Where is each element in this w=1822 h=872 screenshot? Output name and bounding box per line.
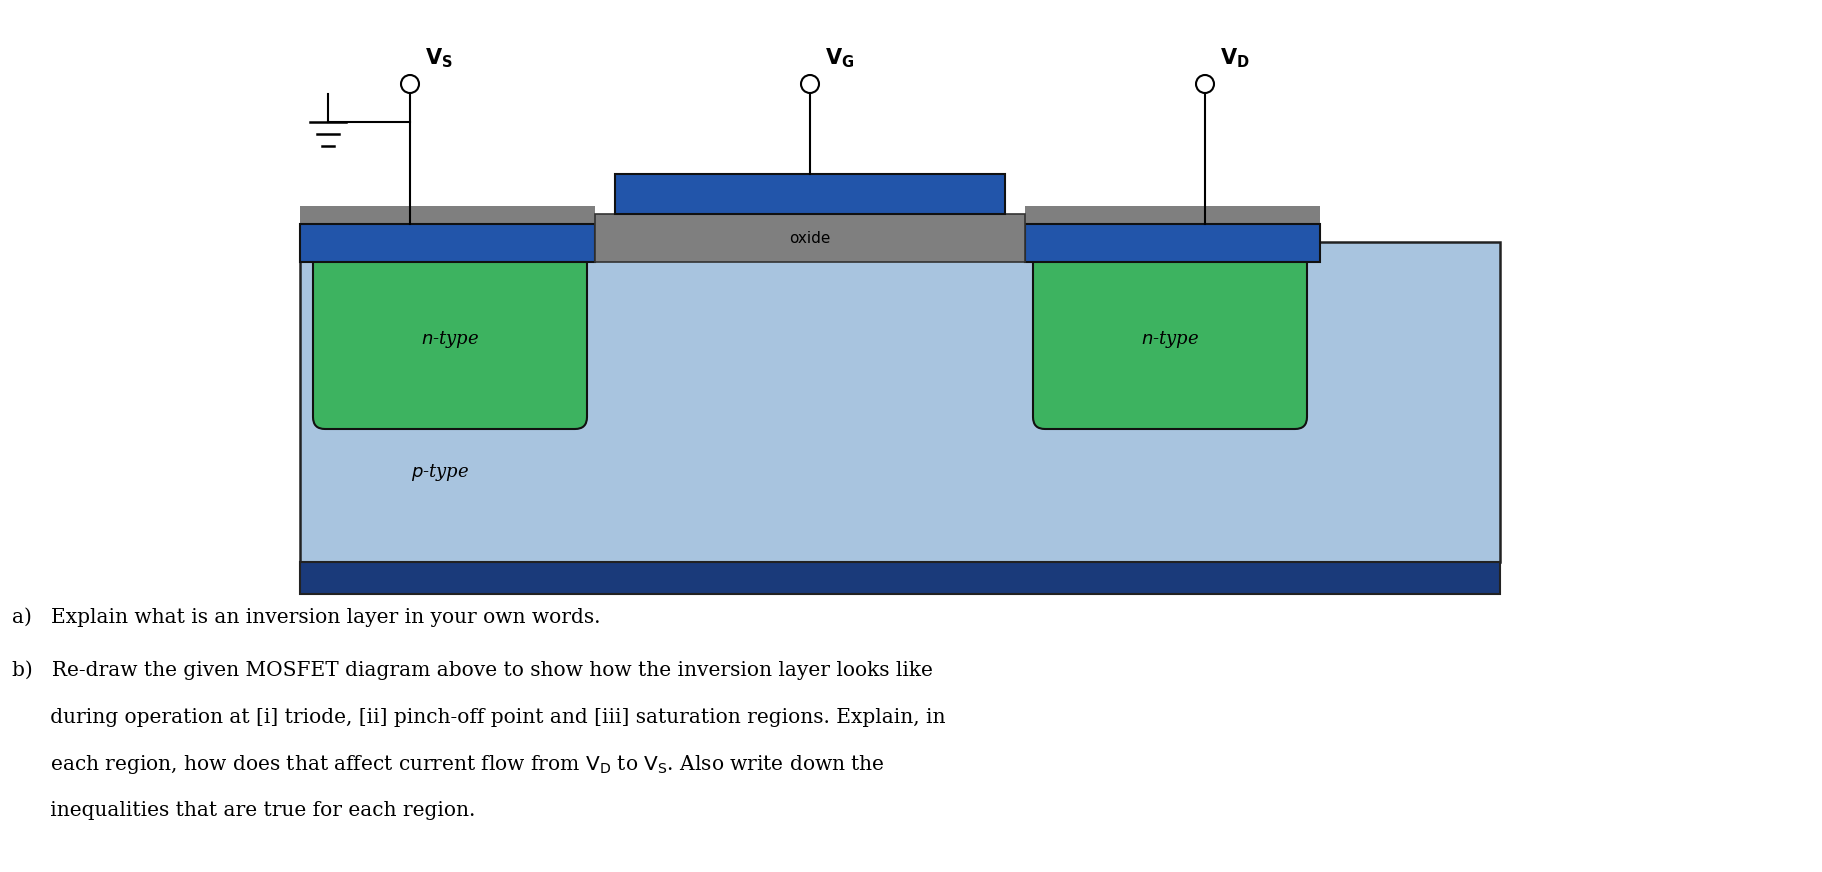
FancyBboxPatch shape <box>313 250 587 429</box>
Text: oxide: oxide <box>789 230 831 246</box>
Text: b)   Re-draw the given MOSFET diagram above to show how the inversion layer look: b) Re-draw the given MOSFET diagram abov… <box>13 660 933 680</box>
Bar <box>1026 224 1319 262</box>
Bar <box>301 224 596 262</box>
Bar <box>616 174 1006 214</box>
Text: inequalities that are true for each region.: inequalities that are true for each regi… <box>13 800 476 820</box>
Text: a)   Explain what is an inversion layer in your own words.: a) Explain what is an inversion layer in… <box>13 607 601 627</box>
Text: $\mathbf{V}_\mathbf{G}$: $\mathbf{V}_\mathbf{G}$ <box>825 46 855 70</box>
Text: $p$-type: $p$-type <box>410 461 468 482</box>
Text: $\mathbf{V}_\mathbf{D}$: $\mathbf{V}_\mathbf{D}$ <box>1221 46 1250 70</box>
Bar <box>301 206 596 224</box>
Text: each region, how does that affect current flow from $\mathrm{V}_\mathrm{D}$ to $: each region, how does that affect curren… <box>13 753 885 775</box>
Text: during operation at [i] triode, [ii] pinch-off point and [iii] saturation region: during operation at [i] triode, [ii] pin… <box>13 707 946 726</box>
FancyBboxPatch shape <box>1033 250 1306 429</box>
Bar <box>301 562 1500 594</box>
Text: $n$-type: $n$-type <box>421 329 479 350</box>
Bar <box>596 214 1026 262</box>
Text: $\mathbf{V}_\mathbf{S}$: $\mathbf{V}_\mathbf{S}$ <box>425 46 454 70</box>
Bar <box>1026 206 1319 224</box>
Text: $n$-type: $n$-type <box>1141 329 1199 350</box>
Bar <box>301 242 1500 562</box>
